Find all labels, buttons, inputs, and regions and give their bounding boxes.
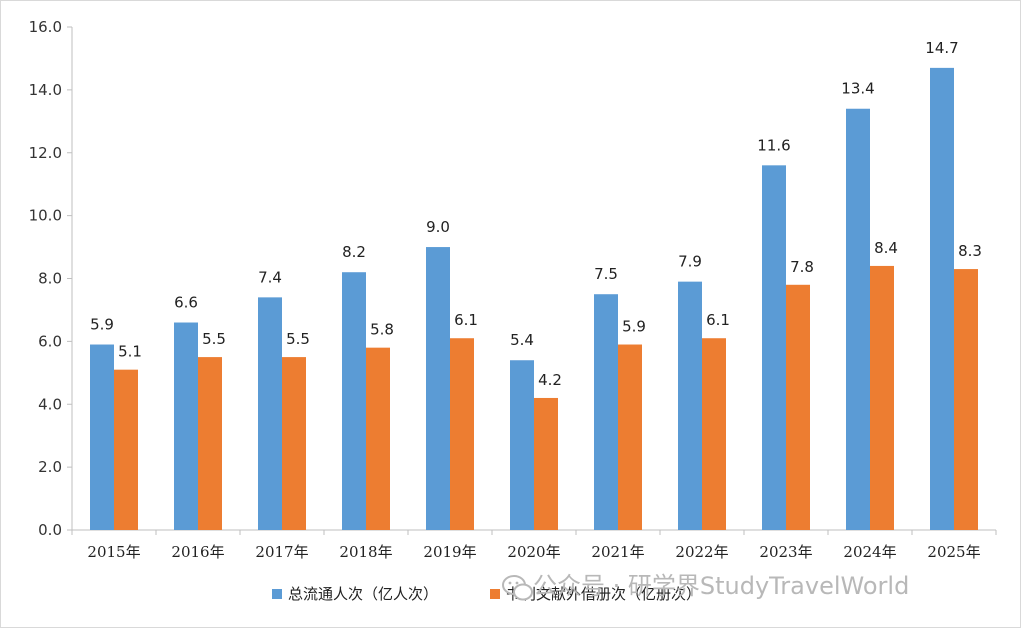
x-tick-label: 2018年 (339, 543, 392, 561)
data-label: 5.9 (622, 318, 646, 336)
data-label: 5.4 (510, 331, 534, 349)
y-tick-label: 12.0 (29, 144, 62, 162)
bar-series-1 (594, 294, 618, 530)
x-tick-label: 2021年 (591, 543, 644, 561)
data-label: 7.8 (790, 258, 814, 276)
data-label: 5.9 (90, 316, 114, 334)
bar-series-2 (702, 338, 726, 530)
x-tick-label: 2022年 (675, 543, 728, 561)
bar-series-2 (618, 344, 642, 530)
x-tick-label: 2016年 (171, 543, 224, 561)
x-tick-label: 2024年 (843, 543, 896, 561)
bar-series-2 (450, 338, 474, 530)
bar-series-2 (954, 269, 978, 530)
legend-swatch-2 (490, 589, 500, 599)
y-axis: 0.0 2.0 4.0 6.0 8.0 10.0 12.0 14.0 16.0 (29, 18, 73, 539)
x-tick-label: 2017年 (255, 543, 308, 561)
data-label: 8.3 (958, 242, 982, 260)
bar-series-2 (870, 265, 894, 530)
bar-series-1 (678, 281, 702, 530)
bar-series-2 (114, 369, 138, 530)
bar-series-1 (258, 297, 282, 530)
bar-series-2 (282, 357, 306, 530)
bars (90, 67, 978, 531)
data-label: 13.4 (841, 80, 874, 98)
y-tick-label: 6.0 (38, 332, 62, 350)
legend-label-1: 总流通人次（亿人次） (288, 585, 438, 603)
data-label: 6.1 (706, 311, 730, 329)
x-tick-label: 2015年 (87, 543, 140, 561)
data-labels: 5.95.16.65.57.45.58.25.89.06.15.44.27.55… (90, 39, 982, 389)
y-tick-label: 16.0 (29, 18, 62, 36)
wechat-icon (502, 575, 533, 601)
data-label: 5.5 (286, 330, 310, 348)
bar-series-2 (198, 357, 222, 530)
data-label: 5.8 (370, 321, 394, 339)
data-label: 8.2 (342, 243, 366, 261)
x-tick-label: 2020年 (507, 543, 560, 561)
data-label: 7.4 (258, 268, 282, 286)
bar-series-2 (366, 347, 390, 530)
bar-series-2 (534, 397, 558, 530)
data-label: 7.5 (594, 265, 618, 283)
y-tick-label: 10.0 (29, 207, 62, 225)
bar-series-1 (342, 272, 366, 530)
bar-series-1 (846, 108, 870, 531)
legend-label-2: 书刊文献外借册次（亿册次） (506, 585, 701, 603)
y-tick-label: 4.0 (38, 395, 62, 413)
y-tick-label: 0.0 (38, 521, 62, 539)
x-tick-label: 2025年 (927, 543, 980, 561)
y-tick-label: 8.0 (38, 270, 62, 288)
data-label: 4.2 (538, 371, 562, 389)
data-label: 5.1 (118, 343, 142, 361)
data-label: 11.6 (757, 136, 790, 154)
bar-series-1 (762, 165, 786, 530)
bar-series-1 (930, 67, 954, 531)
watermark-text: 公众号 · 研学界StudyTravelWorld (533, 572, 909, 600)
y-tick-label: 2.0 (38, 458, 62, 476)
y-tick-label: 14.0 (29, 81, 62, 99)
watermark: 公众号 · 研学界StudyTravelWorld (502, 572, 909, 601)
bar-series-1 (174, 322, 198, 530)
legend-swatch-1 (272, 589, 282, 599)
data-label: 14.7 (925, 39, 958, 57)
legend: 总流通人次（亿人次） 书刊文献外借册次（亿册次） (272, 585, 701, 603)
bar-series-1 (510, 360, 534, 530)
data-label: 5.5 (202, 330, 226, 348)
x-tick-label: 2019年 (423, 543, 476, 561)
x-axis: 2015年 2016年 2017年 2018年 2019年 2020年 2021年 2022年… (71, 529, 997, 561)
data-label: 7.9 (678, 253, 702, 271)
data-label: 9.0 (426, 218, 450, 236)
data-label: 6.1 (454, 311, 478, 329)
data-label: 6.6 (174, 294, 198, 312)
bar-series-1 (90, 344, 114, 530)
bar-series-1 (426, 247, 450, 530)
data-label: 8.4 (874, 239, 898, 257)
x-tick-label: 2023年 (759, 543, 812, 561)
bar-series-2 (786, 284, 810, 530)
